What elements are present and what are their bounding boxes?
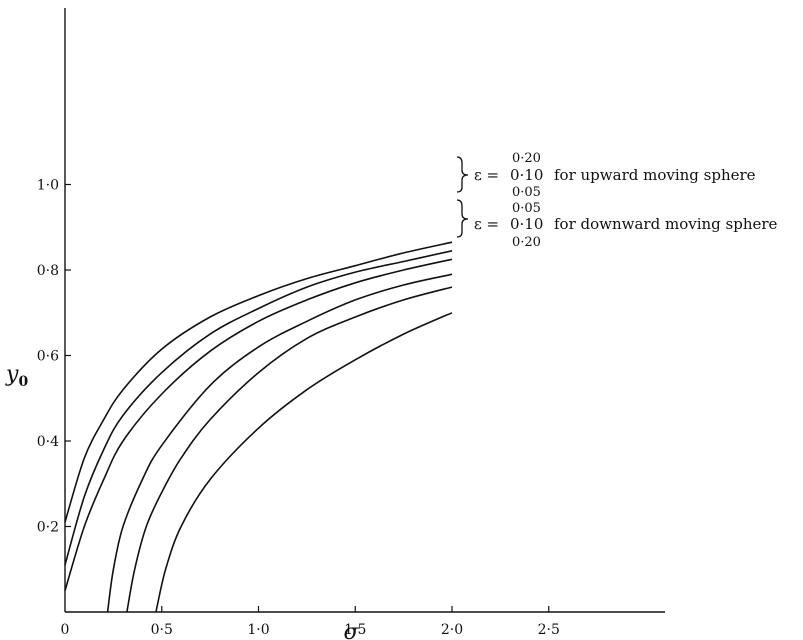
annotation-upward: ε = 0·20 0·10 0·05 for upward moving sph… [456, 151, 756, 200]
curve-series-4 [106, 273, 453, 613]
x-ticks: 0 0·5 1·0 1·5 2·0 2·5 [61, 606, 560, 638]
y-ticks: 0·2 0·4 0·6 0·8 1·0 [37, 178, 71, 536]
x-tick-label-4: 2·0 [441, 622, 463, 638]
curve-series-1 [64, 241, 453, 523]
annotation-downward: 0·05 ε = 0·10 0·20 for downward moving s… [456, 199, 778, 250]
epsilon-value-upward-2: 0·10 [510, 166, 543, 184]
brace-downward [456, 199, 469, 238]
annotation-text-downward: for downward moving sphere [554, 215, 778, 233]
epsilon-value-upward-3: 0·05 [512, 185, 541, 200]
y-axis-label-main: y [5, 362, 19, 387]
curve-series-3 [64, 258, 453, 591]
x-axis-label: σ [343, 620, 359, 640]
curves [64, 241, 453, 613]
annotation-text-upward: for upward moving sphere [554, 166, 756, 184]
x-tick-label-0: 0 [61, 622, 70, 638]
epsilon-value-downward-1: 0·05 [512, 201, 541, 216]
y-tick-label-2: 0·6 [37, 349, 59, 365]
x-tick-label-1: 0·5 [151, 622, 173, 638]
y-axis-label: y0 [5, 362, 28, 390]
x-tick-label-5: 2·5 [538, 622, 560, 638]
y-tick-label-1: 0·4 [37, 434, 59, 450]
curve-series-6 [155, 312, 453, 613]
epsilon-label-upward: ε = [474, 166, 499, 184]
epsilon-label-downward: ε = [474, 215, 499, 233]
y-tick-label-3: 0·8 [37, 263, 59, 279]
y-tick-label-0: 0·2 [37, 520, 59, 536]
y-tick-label-4: 1·0 [37, 178, 59, 194]
x-tick-label-2: 1·0 [247, 622, 269, 638]
brace-upward [456, 156, 469, 193]
epsilon-value-upward-1: 0·20 [512, 151, 541, 166]
curve-series-2 [64, 250, 453, 566]
epsilon-value-downward-2: 0·10 [510, 215, 543, 233]
x-tick-label-3: 1·5 [344, 622, 366, 638]
y-axis-label-sub: 0 [18, 374, 28, 390]
curve-series-5 [126, 286, 453, 613]
epsilon-value-downward-3: 0·20 [512, 235, 541, 250]
